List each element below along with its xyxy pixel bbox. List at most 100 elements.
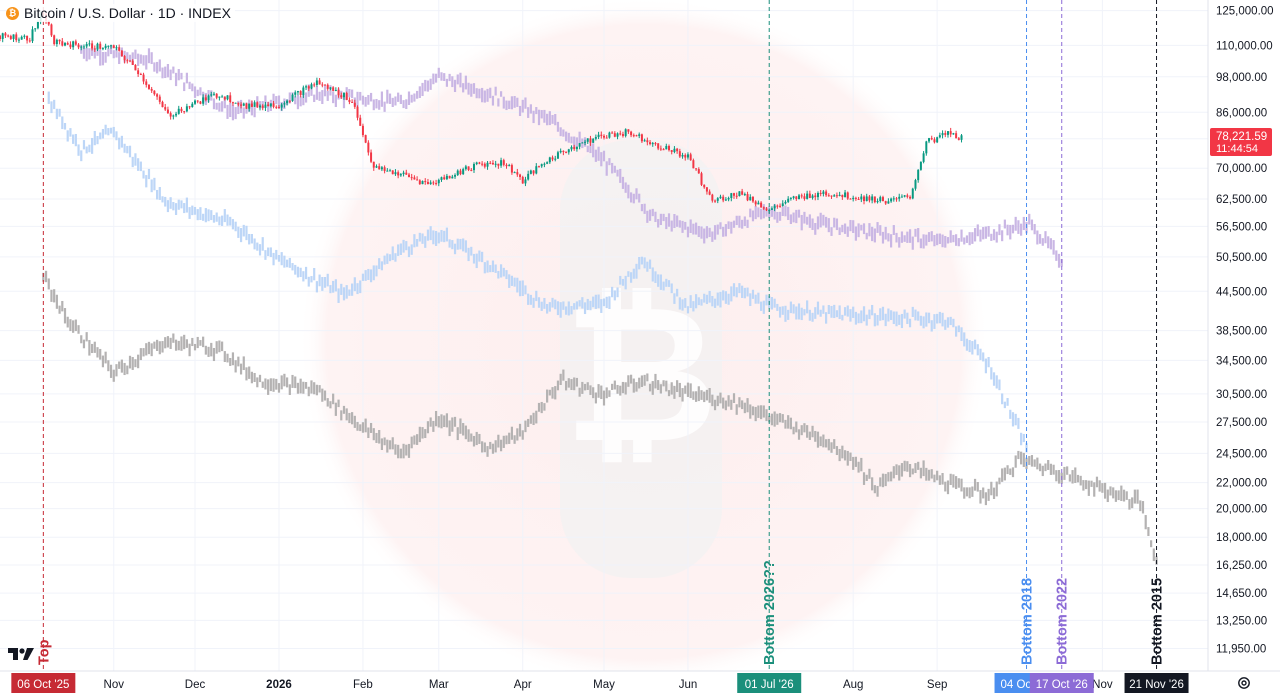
candle-body bbox=[370, 152, 373, 162]
tradingview-logo-icon[interactable] bbox=[8, 646, 36, 662]
gear-icon[interactable] bbox=[1236, 675, 1252, 691]
overlay-bar bbox=[294, 264, 297, 275]
overlay-bar bbox=[118, 361, 121, 369]
candle-body bbox=[66, 43, 69, 45]
overlay-bar bbox=[502, 96, 505, 109]
overlay-bar bbox=[307, 386, 310, 397]
overlay-bar bbox=[372, 428, 375, 441]
overlay-bar bbox=[635, 263, 638, 279]
overlay-bar bbox=[50, 289, 53, 302]
overlay-bar bbox=[505, 435, 508, 445]
candle-body bbox=[586, 138, 589, 142]
overlay-bar bbox=[329, 85, 332, 96]
candle-body bbox=[47, 20, 50, 25]
candle-body bbox=[673, 148, 676, 152]
price-axis[interactable]: 125,000.00110,000.0098,000.0086,000.0078… bbox=[1207, 0, 1280, 671]
candle-body bbox=[811, 195, 814, 198]
candle-body bbox=[85, 44, 88, 47]
overlay-bar bbox=[126, 145, 129, 154]
candle-body bbox=[727, 198, 730, 200]
overlay-bar bbox=[212, 347, 216, 362]
candle-body bbox=[264, 104, 267, 108]
overlay-bar bbox=[139, 348, 142, 361]
candle-body bbox=[283, 103, 286, 105]
overlay-bar bbox=[684, 298, 687, 308]
y-tick-label: 110,000.00 bbox=[1216, 40, 1273, 52]
candle-body bbox=[678, 151, 681, 157]
overlay-bar bbox=[74, 133, 77, 147]
overlay-bar bbox=[128, 54, 132, 61]
candle-body bbox=[833, 195, 836, 197]
overlay-bar bbox=[253, 107, 256, 118]
overlay-bar bbox=[811, 312, 814, 322]
overlay-bar bbox=[112, 369, 115, 382]
overlay-bar bbox=[694, 222, 698, 235]
overlay-bar bbox=[778, 306, 782, 318]
x-tick-label: Sep bbox=[927, 679, 947, 691]
overlay-bar bbox=[657, 219, 660, 228]
overlay-bar bbox=[386, 89, 389, 104]
price-axis-background bbox=[1209, 0, 1280, 671]
overlay-bar bbox=[158, 341, 161, 355]
overlay-bar bbox=[925, 234, 928, 246]
overlay-bar bbox=[459, 72, 462, 88]
overlay-bar bbox=[123, 143, 126, 153]
overlay-bar bbox=[80, 150, 83, 162]
overlay-bar bbox=[705, 389, 709, 401]
candle-body bbox=[204, 97, 207, 101]
overlay-bar bbox=[275, 96, 278, 105]
overlay-bar bbox=[180, 200, 183, 209]
overlay-bar bbox=[210, 210, 213, 221]
overlay-bar bbox=[814, 223, 817, 235]
y-tick-label: 125,000.00 bbox=[1216, 6, 1274, 18]
overlay-bar bbox=[944, 235, 947, 248]
overlay-bar bbox=[1028, 213, 1031, 225]
candle-body bbox=[808, 193, 811, 198]
overlay-bar bbox=[315, 281, 318, 293]
overlay-bar bbox=[491, 95, 495, 106]
overlay-bar bbox=[806, 425, 809, 438]
candle-body bbox=[139, 74, 142, 76]
overlay-bar bbox=[1131, 497, 1134, 509]
overlay-bar bbox=[483, 90, 486, 103]
candle-body bbox=[207, 95, 210, 101]
candle-body bbox=[670, 150, 673, 152]
overlay-bar bbox=[611, 383, 614, 390]
candle-body bbox=[226, 95, 229, 100]
overlay-bar bbox=[459, 418, 462, 434]
candle-body bbox=[120, 50, 123, 57]
overlay-bar bbox=[903, 309, 906, 319]
overlay-bar bbox=[922, 460, 925, 477]
overlay-bar bbox=[220, 215, 224, 226]
candle-body bbox=[548, 157, 551, 163]
overlay-bar bbox=[741, 285, 744, 298]
overlay-bar bbox=[326, 90, 329, 101]
overlay-bar bbox=[405, 444, 408, 456]
candle-body bbox=[922, 153, 925, 162]
overlay-bar bbox=[288, 92, 291, 104]
overlay-bar bbox=[903, 460, 906, 472]
overlay-bar bbox=[82, 339, 86, 349]
candle-body bbox=[443, 177, 446, 180]
overlay-bar bbox=[575, 377, 579, 387]
overlay-bar bbox=[472, 435, 476, 447]
overlay-bar bbox=[629, 374, 633, 384]
overlay-bar bbox=[743, 287, 746, 299]
overlay-bar bbox=[833, 217, 836, 228]
candle-body bbox=[402, 172, 405, 175]
overlay-bar bbox=[686, 306, 690, 314]
overlay-bar bbox=[860, 224, 863, 231]
overlay-bar bbox=[543, 109, 546, 123]
candle-body bbox=[315, 80, 318, 85]
overlay-bar bbox=[857, 461, 860, 473]
overlay-bar bbox=[987, 226, 990, 237]
overlay-bar bbox=[955, 234, 958, 246]
overlay-bar bbox=[795, 306, 798, 320]
overlay-bar bbox=[554, 299, 557, 310]
y-tick-label: 27,500.00 bbox=[1216, 417, 1267, 429]
overlay-bar bbox=[139, 54, 142, 64]
overlay-bar bbox=[1030, 219, 1034, 231]
overlay-bar bbox=[578, 300, 581, 307]
